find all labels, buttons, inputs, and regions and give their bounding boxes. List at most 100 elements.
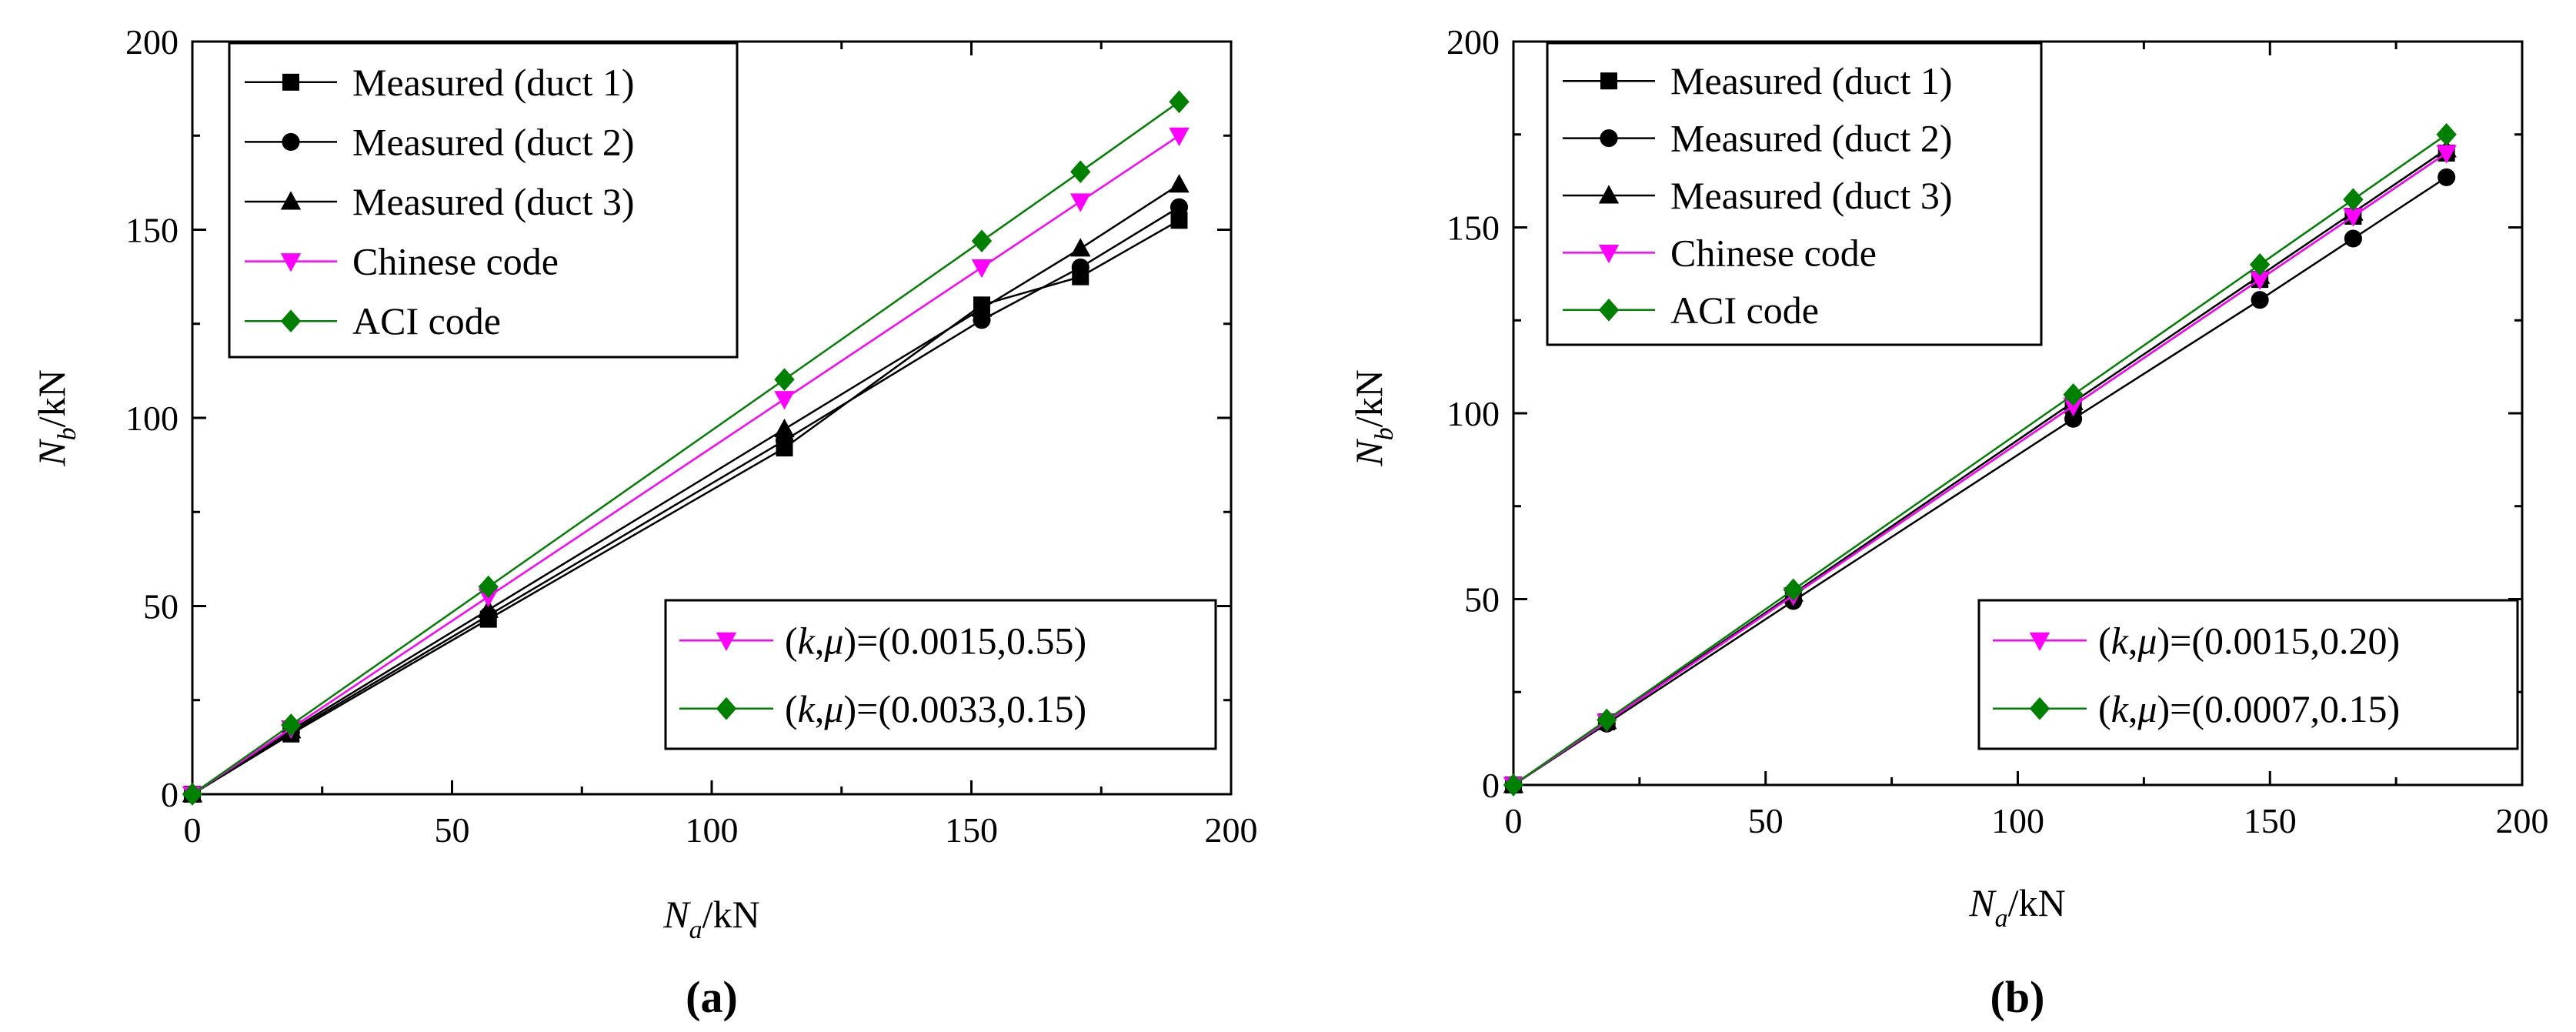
x-axis-label-sub: a [1995,904,2008,933]
y-tick-label: 100 [1446,394,1500,433]
legend-params-marker [716,632,737,651]
data-point [971,298,993,317]
legend-label: ACI code [1670,289,1819,332]
legend-params-paren: ( [785,687,798,730]
data-point [774,391,795,410]
data-point [1071,258,1089,276]
data-point [1597,708,1617,732]
legend-params-value: )=(0.0015,0.55) [843,619,1086,662]
legend-label: Measured (duct 3) [352,180,635,223]
y-tick-label: 150 [1446,209,1500,248]
legend-label: Measured (duct 1) [352,61,635,104]
legend-params-comma: , [815,619,825,662]
legend-params-k: k [2111,619,2129,662]
x-axis-label-main: N [662,893,691,936]
panel-caption: (a) [686,972,738,1022]
series-aci-code [182,90,1190,806]
y-axis-label: Nb/kN [1347,369,1399,466]
legend-params-paren: ( [2098,687,2111,730]
x-tick-label: 200 [1205,810,1258,850]
legend-params: (k,μ)=(0.0015,0.20)(k,μ)=(0.0007,0.15) [1977,599,2519,750]
legend-params-value: )=(0.0033,0.15) [843,687,1086,730]
legend-box [228,42,739,359]
x-tick-label: 0 [1505,801,1523,840]
data-point [2344,229,2362,248]
legend-marker [1598,298,1620,322]
legend-params-k: k [2111,687,2129,730]
data-point [2249,271,2271,290]
data-point [281,713,302,736]
data-point [1169,90,1190,114]
y-axis-label-unit: /kN [1347,369,1390,427]
y-tick-label: 200 [125,22,179,62]
x-tick-label: 0 [184,810,202,850]
legend-label: Measured (duct 3) [1670,174,1953,217]
legend-label: Chinese code [352,240,559,283]
data-point [1070,238,1091,257]
legend-params-comma: , [2128,619,2138,662]
data-point [2438,168,2456,186]
legend-params-k: k [798,687,816,730]
data-point [2063,397,2084,417]
legend-params-marker [716,696,737,720]
legend-main: Measured (duct 1) Measured (duct 2) Measur… [1546,42,2043,346]
y-tick-label: 150 [125,211,179,250]
x-tick-label: 100 [686,810,739,850]
legend-label: Measured (duct 2) [1670,117,1953,160]
data-point [1170,198,1189,216]
data-point [774,418,795,438]
legend-params-comma: , [2128,687,2138,730]
legend-params-paren: ( [785,619,798,662]
legend-params-paren: ( [2098,619,2111,662]
x-tick-label: 100 [1991,801,2044,840]
legend-params-label: (k,μ)=(0.0033,0.15) [785,687,1086,730]
x-tick-label: 50 [1748,801,1784,840]
data-point [2249,252,2271,276]
x-axis-label-unit: /kN [2008,881,2066,924]
legend-params-box [664,599,1217,750]
legend-params-value: )=(0.0007,0.15) [2157,687,2400,730]
y-axis-label: Nb/kN [30,369,82,466]
legend-marker [282,132,300,151]
legend-label: Measured (duct 1) [1670,59,1953,102]
y-tick-label: 0 [1482,766,1500,805]
legend-label: Measured (duct 2) [352,120,635,163]
data-point [971,229,993,253]
legend-box [1546,42,2043,346]
y-axis-label-sub: b [1370,427,1399,440]
legend-params-label: (k,μ)=(0.0015,0.20) [2098,619,2400,662]
legend-marker [280,309,302,333]
data-point [2251,291,2269,309]
data-point [1170,212,1188,229]
legend-params-mu: μ [2137,687,2157,730]
data-point [1169,174,1190,193]
data-point [1070,193,1091,212]
y-axis-label-unit: /kN [30,369,73,427]
legend-params-comma: , [815,687,825,730]
chart-panel-a: 0 50 100 150 200 0 50 100 150 200 Measured (duct 1… [30,22,1258,1022]
legend-params-mu: μ [823,619,843,662]
data-point [2436,145,2457,164]
legend-params-label: (k,μ)=(0.0007,0.15) [2098,687,2400,730]
data-point [2343,188,2364,212]
panel-caption: (b) [1990,972,2045,1022]
y-axis-label-main: N [1347,439,1390,467]
data-point [971,259,993,279]
legend-label: ACI code [352,299,501,342]
legend-marker [1600,72,1617,90]
y-tick-label: 50 [143,587,179,626]
data-point [1783,578,1804,602]
x-axis-label: Na/kN [662,893,759,944]
y-tick-label: 50 [1464,580,1500,620]
x-axis-label: Na/kN [1968,881,2065,933]
x-tick-label: 50 [435,810,470,850]
x-axis-label-main: N [1968,881,1997,924]
legend-params-marker [2029,696,2050,720]
y-tick-label: 0 [161,775,179,814]
chart-panel-b: 0 50 100 150 200 0 50 100 150 200 Measured (duct 1… [1347,22,2549,1022]
legend-params-box [1977,599,2519,750]
y-tick-label: 200 [1446,22,1500,62]
data-point [2064,409,2083,428]
x-tick-label: 150 [2244,801,2297,840]
